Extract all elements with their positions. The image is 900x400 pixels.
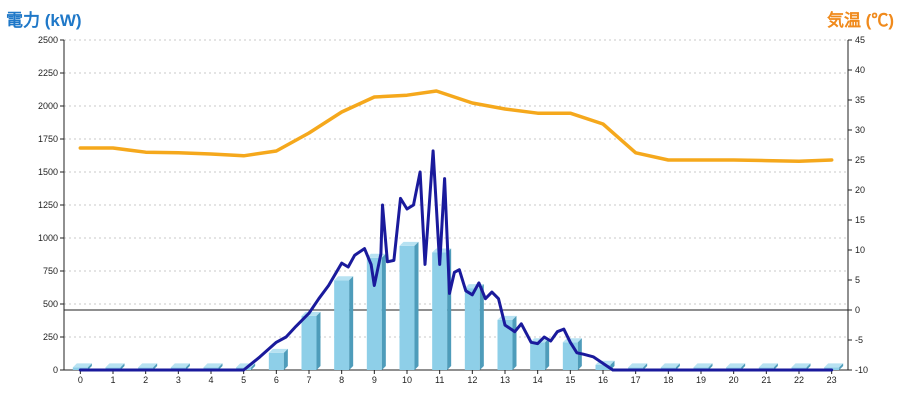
left-tick-label: 750 — [43, 266, 58, 276]
bar-side — [349, 276, 354, 370]
right-tick-label: 10 — [855, 245, 865, 255]
right-tick-label: -5 — [855, 335, 863, 345]
x-tick-label: 23 — [827, 375, 837, 385]
bar — [334, 280, 350, 370]
left-tick-label: 1250 — [38, 200, 58, 210]
x-tick-label: 14 — [533, 375, 543, 385]
bar-side — [839, 363, 844, 370]
x-tick-label: 15 — [565, 375, 575, 385]
bar-side — [414, 241, 419, 370]
left-tick-label: 250 — [43, 332, 58, 342]
right-tick-label: -10 — [855, 365, 868, 375]
bar-top — [72, 363, 92, 368]
x-tick-label: 1 — [110, 375, 115, 385]
x-tick-label: 7 — [306, 375, 311, 385]
bar — [497, 319, 513, 370]
bar-side — [120, 363, 125, 370]
bar-top — [203, 363, 223, 368]
x-tick-label: 16 — [598, 375, 608, 385]
x-tick-label: 3 — [176, 375, 181, 385]
bar-side — [675, 363, 680, 370]
x-tick-label: 11 — [435, 375, 444, 385]
right-tick-label: 0 — [855, 305, 860, 315]
bar — [595, 364, 611, 370]
left-tick-label: 1000 — [38, 233, 58, 243]
bar-side — [643, 363, 648, 370]
bar — [399, 245, 415, 370]
left-tick-label: 2000 — [38, 101, 58, 111]
right-tick-label: 20 — [855, 185, 865, 195]
bar-side — [185, 363, 190, 370]
right-axis-title: 気温 (℃) — [826, 11, 894, 30]
bar-side — [87, 363, 92, 370]
bar-side — [251, 363, 256, 370]
left-tick-label: 1500 — [38, 167, 58, 177]
right-tick-label: 35 — [855, 95, 865, 105]
bar-side — [218, 363, 223, 370]
x-tick-label: 22 — [794, 375, 804, 385]
right-tick-label: 25 — [855, 155, 865, 165]
x-tick-label: 17 — [631, 375, 641, 385]
x-tick-label: 4 — [208, 375, 213, 385]
right-tick-label: 15 — [855, 215, 865, 225]
x-tick-label: 8 — [339, 375, 344, 385]
left-tick-label: 500 — [43, 299, 58, 309]
bar-side — [153, 363, 158, 370]
left-tick-label: 2250 — [38, 68, 58, 78]
x-tick-label: 5 — [241, 375, 246, 385]
bar-top — [170, 363, 190, 368]
bar-top — [726, 363, 746, 368]
x-tick-label: 10 — [402, 375, 412, 385]
x-tick-label: 6 — [274, 375, 279, 385]
x-tick-label: 20 — [729, 375, 739, 385]
temperature-line — [78, 89, 834, 163]
bar-top — [334, 276, 354, 281]
x-tick-label: 12 — [467, 375, 477, 385]
bar-top — [693, 363, 713, 368]
left-tick-label: 1750 — [38, 134, 58, 144]
bar-top — [138, 363, 158, 368]
x-tick-label: 13 — [500, 375, 510, 385]
bar — [268, 352, 284, 370]
bar-side — [316, 311, 321, 370]
bar-side — [381, 253, 386, 370]
bar-side — [479, 284, 484, 370]
left-tick-label: 2500 — [38, 35, 58, 45]
bar — [432, 252, 448, 370]
bar — [301, 315, 317, 370]
x-tick-label: 9 — [372, 375, 377, 385]
bar-side — [283, 348, 288, 370]
bar-top — [660, 363, 680, 368]
bar-side — [545, 338, 550, 370]
right-tick-label: 5 — [855, 275, 860, 285]
left-axis-title: 電力 (kW) — [6, 11, 82, 30]
left-tick-label: 0 — [53, 365, 58, 375]
bar-side — [806, 363, 811, 370]
bar-top — [399, 241, 419, 246]
x-tick-label: 0 — [78, 375, 83, 385]
x-tick-label: 19 — [696, 375, 706, 385]
bar-top — [791, 363, 811, 368]
bar-top — [105, 363, 125, 368]
x-tick-label: 2 — [143, 375, 148, 385]
bar-top — [628, 363, 648, 368]
bar — [530, 342, 546, 370]
bar — [366, 257, 382, 370]
bar-side — [512, 315, 517, 370]
x-tick-label: 21 — [761, 375, 771, 385]
bar — [464, 288, 480, 370]
bar-side — [708, 363, 713, 370]
power-line — [78, 149, 834, 372]
right-tick-label: 45 — [855, 35, 865, 45]
bar-side — [773, 363, 778, 370]
bar-top — [268, 348, 288, 353]
x-tick-label: 18 — [663, 375, 673, 385]
bar-top — [758, 363, 778, 368]
right-tick-label: 40 — [855, 65, 865, 75]
bar — [562, 342, 578, 370]
right-tick-label: 30 — [855, 125, 865, 135]
bar-side — [741, 363, 746, 370]
bar-top — [824, 363, 844, 368]
